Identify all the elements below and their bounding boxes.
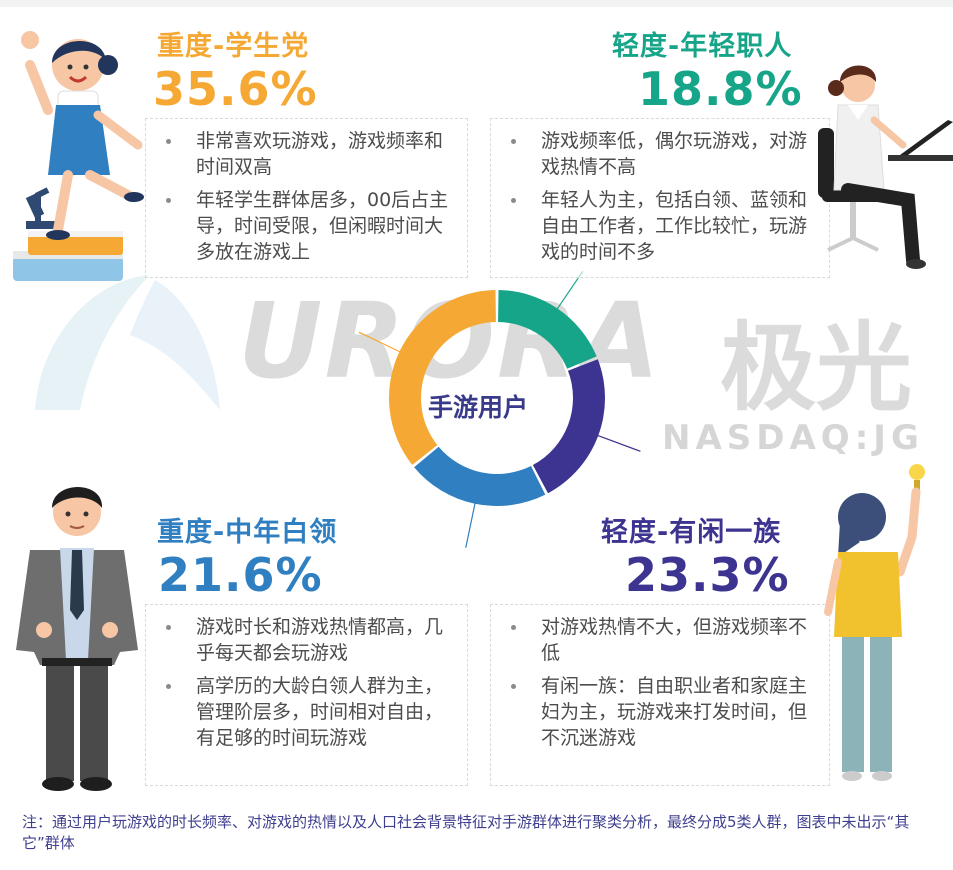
young-worker-bullet-1: 游戏频率低，偶尔玩游戏，对游戏热情不高 bbox=[499, 128, 819, 180]
donut-segment-2 bbox=[532, 359, 605, 494]
student-bullet-1: 非常喜欢玩游戏，游戏频率和时间双高 bbox=[154, 128, 457, 180]
white-collar-title: 重度-中年白领 bbox=[157, 517, 338, 548]
footnote: 注：通过用户玩游戏的时长频率、对游戏的热情以及人口社会背景特征对手游群体进行聚类… bbox=[22, 813, 910, 852]
student-girl-figure bbox=[13, 31, 144, 281]
watermark-brand-cn: 极光 bbox=[720, 312, 912, 424]
watermark-logo-icon bbox=[35, 275, 220, 410]
student-percent: 35.6% bbox=[153, 62, 318, 116]
young-worker-percent: 18.8% bbox=[638, 62, 803, 116]
young-worker-title: 轻度-年轻职人 bbox=[612, 31, 793, 62]
woman-with-lightbulb-figure bbox=[824, 464, 925, 781]
young-worker-bullet-2: 年轻人为主，包括白领、蓝领和自由工作者，工作比较忙，玩游戏的时间不多 bbox=[499, 187, 819, 265]
donut-center-label: 手游用户 bbox=[427, 393, 528, 422]
young-worker-description-box: 游戏频率低，偶尔玩游戏，对游戏热情不高 年轻人为主，包括白领、蓝领和自由工作者，… bbox=[490, 118, 830, 278]
leisure-bullet-1: 对游戏热情不大，但游戏频率不低 bbox=[499, 614, 819, 666]
leader-line-3 bbox=[465, 493, 478, 548]
businessman-figure bbox=[16, 487, 138, 791]
leader-line-4 bbox=[358, 331, 409, 357]
top-bar bbox=[0, 0, 953, 7]
donut-chart bbox=[358, 270, 641, 548]
white-collar-bullet-2: 高学历的大龄白领人群为主，管理阶层多，时间相对自由，有足够的时间玩游戏 bbox=[154, 673, 457, 751]
leisure-title: 轻度-有闲一族 bbox=[601, 517, 782, 548]
white-collar-description-box: 游戏时长和游戏热情都高，几乎每天都会玩游戏 高学历的大龄白领人群为主，管理阶层多… bbox=[145, 604, 468, 786]
leader-line-2 bbox=[588, 431, 641, 452]
leader-line-1 bbox=[551, 270, 584, 318]
white-collar-percent: 21.6% bbox=[158, 548, 323, 602]
donut-segment-1 bbox=[498, 290, 597, 369]
donut-segment-4 bbox=[389, 290, 496, 465]
white-collar-bullet-1: 游戏时长和游戏热情都高，几乎每天都会玩游戏 bbox=[154, 614, 457, 666]
student-description-box: 非常喜欢玩游戏，游戏频率和时间双高 年轻学生群体居多，00后占主导，时间受限，但… bbox=[145, 118, 468, 278]
student-title: 重度-学生党 bbox=[157, 31, 310, 62]
watermark-ticker: NASDAQ:JG bbox=[662, 418, 924, 458]
donut-segment-3 bbox=[414, 446, 546, 506]
donut-segments bbox=[389, 290, 605, 506]
leisure-bullet-2: 有闲一族：自由职业者和家庭主妇为主，玩游戏来打发时间，但不沉迷游戏 bbox=[499, 673, 819, 751]
leisure-percent: 23.3% bbox=[625, 548, 790, 602]
leisure-description-box: 对游戏热情不大，但游戏频率不低 有闲一族：自由职业者和家庭主妇为主，玩游戏来打发… bbox=[490, 604, 830, 786]
office-worker-figure bbox=[818, 65, 953, 269]
student-bullet-2: 年轻学生群体居多，00后占主导，时间受限，但闲暇时间大多放在游戏上 bbox=[154, 187, 457, 265]
leader-lines bbox=[358, 270, 641, 548]
